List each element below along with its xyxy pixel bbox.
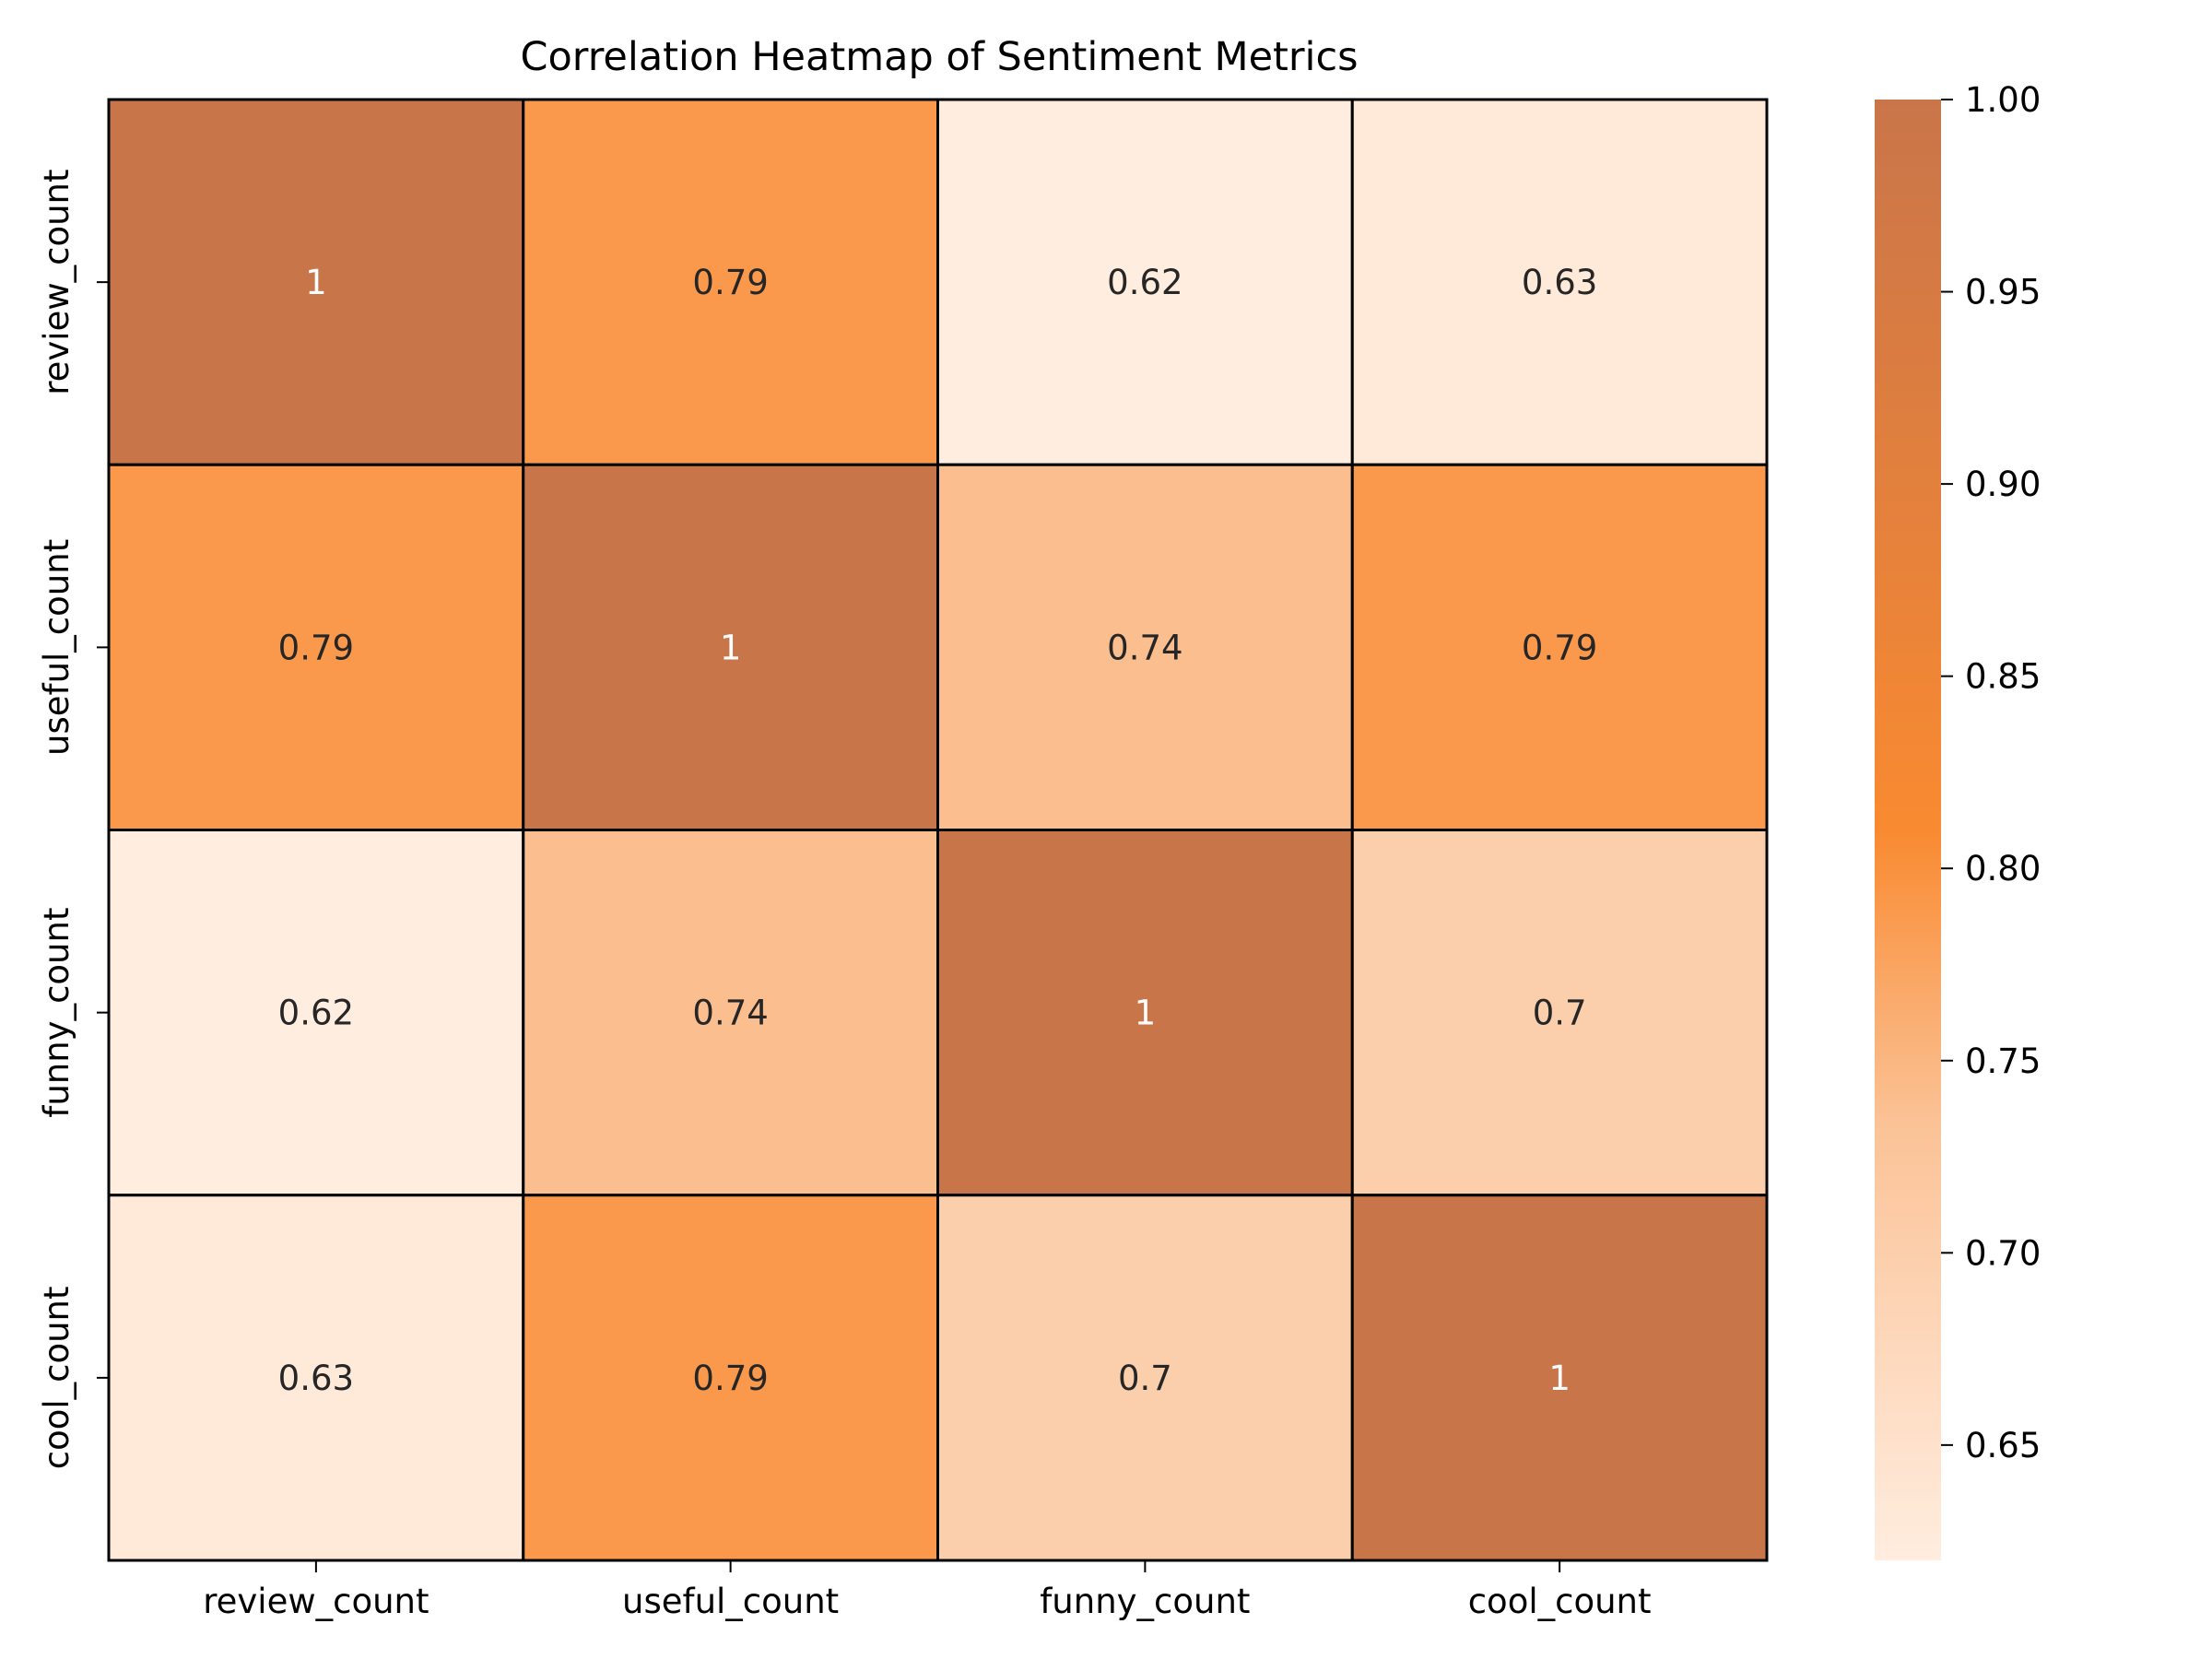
colorbar-tick-label: 0.95 bbox=[1965, 273, 2041, 312]
colorbar-tick-label: 0.65 bbox=[1965, 1426, 2041, 1465]
cell-value-label: 0.62 bbox=[1107, 263, 1182, 302]
heatmap-cells bbox=[107, 98, 1769, 1562]
heatmap-cell bbox=[1350, 463, 1769, 831]
heatmap-cell bbox=[522, 1194, 939, 1562]
colorbar-gradient bbox=[1875, 100, 1941, 1560]
cell-value-label: 0.63 bbox=[1522, 263, 1597, 302]
heatmap-cell bbox=[522, 829, 939, 1197]
cell-value-label: 0.62 bbox=[278, 994, 354, 1033]
chart-title: Correlation Heatmap of Sentiment Metrics bbox=[520, 34, 1358, 80]
colorbar-tick-label: 0.80 bbox=[1965, 849, 2041, 888]
colorbar-tick-label: 1.00 bbox=[1965, 80, 2041, 120]
cell-value-label: 0.79 bbox=[692, 263, 768, 302]
heatmap-cell-labels: 1 0.79 0.62 0.63 0.79 1 0.74 0.79 0.62 0.74 1 0.7 0.… bbox=[278, 263, 1598, 1398]
heatmap-cell bbox=[522, 98, 939, 466]
x-tick-label: funny_count bbox=[1040, 1582, 1250, 1621]
x-tick-label: useful_count bbox=[622, 1582, 839, 1621]
x-axis: review_count useful_count funny_count cool_… bbox=[203, 1560, 1652, 1621]
cell-value-label: 0.74 bbox=[692, 994, 768, 1033]
heatmap-cell bbox=[1350, 829, 1769, 1197]
y-axis: review_count useful_count funny_count cool_… bbox=[37, 169, 109, 1469]
y-tick-label: useful_count bbox=[37, 539, 76, 756]
cell-value-label: 0.79 bbox=[1522, 628, 1597, 667]
colorbar-tick-label: 0.90 bbox=[1965, 465, 2041, 504]
colorbar-tick-label: 0.75 bbox=[1965, 1041, 2041, 1081]
cell-value-label: 0.79 bbox=[692, 1359, 768, 1398]
y-tick-label: cool_count bbox=[37, 1286, 76, 1469]
heatmap-cell bbox=[936, 1194, 1354, 1562]
cell-value-label: 0.63 bbox=[278, 1359, 354, 1398]
heatmap-cell bbox=[107, 1194, 525, 1562]
y-tick-label: review_count bbox=[37, 169, 76, 394]
cell-value-label: 0.7 bbox=[1118, 1359, 1172, 1398]
cell-value-label: 1 bbox=[305, 263, 327, 302]
cell-value-label: 0.74 bbox=[1107, 628, 1182, 667]
cell-value-label: 1 bbox=[720, 628, 742, 667]
cell-value-label: 1 bbox=[1135, 994, 1157, 1033]
x-tick-label: cool_count bbox=[1468, 1582, 1652, 1621]
cell-value-label: 0.7 bbox=[1533, 994, 1587, 1033]
y-tick-label: funny_count bbox=[37, 908, 76, 1118]
plot-frame bbox=[108, 99, 1768, 1561]
x-tick-label: review_count bbox=[203, 1582, 429, 1621]
heatmap-cell bbox=[522, 463, 939, 831]
heatmap-cell bbox=[107, 98, 525, 466]
heatmap-cell bbox=[1350, 98, 1769, 466]
heatmap-cell bbox=[107, 463, 525, 831]
colorbar: 0.65 0.70 0.75 0.80 0.85 0.90 0.95 1.00 bbox=[1875, 80, 2041, 1560]
heatmap-cell bbox=[1350, 1194, 1769, 1562]
colorbar-tick-label: 0.85 bbox=[1965, 657, 2041, 697]
colorbar-tick-label: 0.70 bbox=[1965, 1233, 2041, 1273]
cell-value-label: 1 bbox=[1548, 1359, 1571, 1398]
cell-value-label: 0.79 bbox=[278, 628, 354, 667]
